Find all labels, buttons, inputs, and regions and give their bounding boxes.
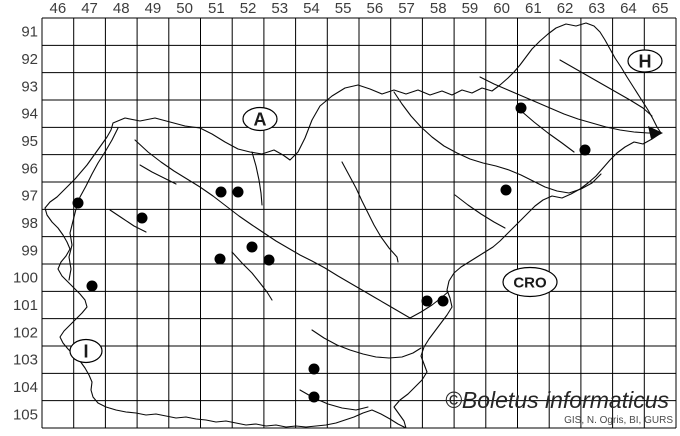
river-pesnica [519, 109, 575, 153]
grid-row-label: 101 [13, 297, 38, 314]
country-ellipse-croatia [502, 266, 558, 298]
occurrence-dot-10158 [421, 295, 433, 307]
river-ljubljanica [231, 251, 273, 301]
country-ellipse-hungary [627, 49, 663, 73]
grid-column-label: 51 [208, 0, 225, 17]
grid-column-label: 56 [367, 0, 384, 17]
country-border-layer [44, 22, 663, 429]
grid-row-label: 97 [21, 188, 38, 205]
river-drava [393, 91, 602, 194]
grid-column-label: 58 [430, 0, 447, 17]
grid-column-label: 49 [145, 0, 162, 17]
grid-column-label: 48 [113, 0, 130, 17]
grid-column-label: 57 [398, 0, 415, 17]
grid-column-label: 55 [335, 0, 352, 17]
occurrence-dot-9461 [515, 102, 527, 114]
grid-row-label: 94 [21, 106, 38, 123]
country-label-italy: I [83, 341, 88, 361]
grid-row-label: 102 [13, 324, 38, 341]
grid-row-label: 104 [13, 379, 38, 396]
map-grid: 46 47 48 49 50 51 52 53 54 55 56 57 58 59 60 61 62 63 64 65… [13, 0, 677, 429]
grid-column-label: 61 [525, 0, 542, 17]
grid-row-label: 98 [21, 215, 38, 232]
occurrence-dots [72, 102, 591, 403]
occurrence-dot-9752 [232, 186, 244, 198]
river-idrijca [109, 209, 147, 233]
country-label-croatia: CRO [513, 274, 547, 291]
grid-column-label: 63 [588, 0, 605, 17]
grid-row-label: 105 [13, 406, 38, 423]
grid-column-label: 60 [493, 0, 510, 17]
grid-column-label: 65 [652, 0, 669, 17]
occurrence-dot-10454 [308, 391, 320, 403]
grid-row-label: 92 [21, 51, 38, 68]
grid-row-label: 95 [21, 133, 38, 150]
grid-row-label: 93 [21, 78, 38, 95]
grid-column-label: 47 [81, 0, 98, 17]
river-dravinja [454, 194, 506, 229]
grid-column-label: 54 [303, 0, 320, 17]
occurrence-dot-10354 [308, 363, 320, 375]
credits-text: GIS, N. Ogris, BI, GURS [564, 415, 673, 426]
country-ellipse-austria [242, 106, 278, 132]
river-kamniska [251, 151, 263, 206]
grid-row-label: 99 [21, 242, 38, 259]
grid-column-label: 53 [271, 0, 288, 17]
country-label-austria: A [254, 109, 267, 129]
river-sava [134, 139, 449, 319]
watermark-text: ©Boletus informaticus [445, 387, 670, 413]
occurrence-dot-10047 [86, 280, 98, 292]
river-sava-bohinjka [139, 164, 177, 185]
grid-row-label: 103 [13, 352, 38, 369]
occurrence-dot-9563 [579, 144, 591, 156]
slovenia-border-outline [44, 22, 662, 429]
occurrence-dot-9747 [72, 197, 84, 209]
rivers-layer [68, 59, 660, 411]
grid-row-label: 96 [21, 160, 38, 177]
occurrence-dot-9951 [214, 253, 226, 265]
grid-column-label: 50 [176, 0, 193, 17]
neighbor-country-labels: A H CRO I [69, 49, 663, 364]
occurrence-dot-9849 [136, 212, 148, 224]
river-savinja [341, 161, 399, 263]
occurrence-dot-9760 [500, 184, 512, 196]
river-krka [311, 329, 422, 359]
country-ellipse-italy [69, 338, 103, 364]
river-mura [479, 76, 660, 134]
grid-column-label: 64 [620, 0, 637, 17]
occurrence-dot-10158 [437, 295, 449, 307]
grid-row-label: 91 [21, 24, 38, 41]
grid-row-label: 100 [13, 270, 38, 287]
grid-column-label: 52 [240, 0, 257, 17]
occurrence-dot-9751 [215, 186, 227, 198]
grid-column-label: 62 [557, 0, 574, 17]
grid-column-label: 46 [50, 0, 67, 17]
grid-column-label: 59 [462, 0, 479, 17]
river-ledava [559, 59, 653, 117]
occurrence-dot-9952 [246, 241, 258, 253]
country-label-hungary: H [639, 51, 652, 71]
occurrence-dot-9953 [263, 254, 275, 266]
